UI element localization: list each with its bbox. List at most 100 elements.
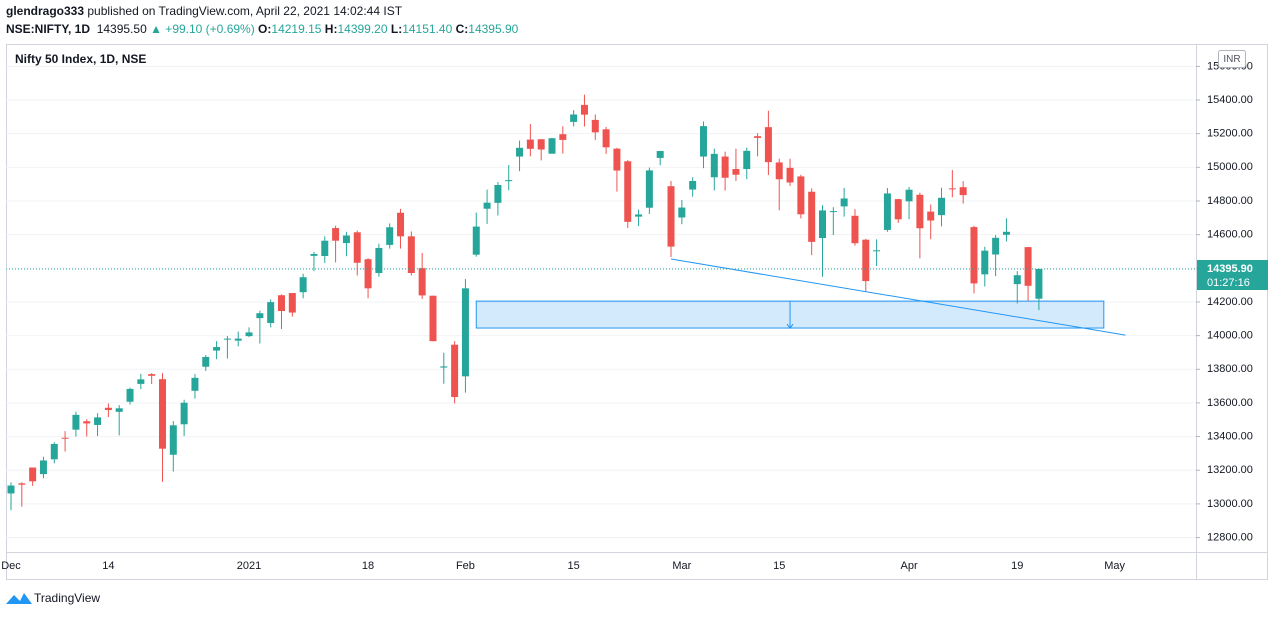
candle-body (407, 236, 415, 274)
candle-body (375, 247, 383, 274)
high: 14399.20 (337, 22, 388, 36)
y-tick-label: 15400.00 (1207, 94, 1253, 106)
y-tick-label: 14200.00 (1207, 296, 1253, 308)
y-tick-label: 14600.00 (1207, 229, 1253, 241)
y-tick-label: 12800.00 (1207, 531, 1253, 543)
candle-body (970, 227, 978, 284)
y-tick-label: 13600.00 (1207, 397, 1253, 409)
candle-body (699, 126, 707, 157)
candle-body (645, 170, 653, 208)
symbol: NSE:NIFTY, 1D (6, 22, 91, 36)
candle-body (862, 239, 870, 282)
candle-body (115, 408, 123, 412)
chart-title: Nifty 50 Index, 1D, NSE (15, 52, 146, 66)
candle-body (213, 347, 221, 351)
candle-body (29, 467, 37, 482)
candle-body (180, 402, 188, 425)
close-label: C: (455, 22, 469, 36)
x-tick-label: Mar (672, 560, 691, 572)
candle-body (83, 421, 91, 424)
candle-body (364, 259, 372, 289)
candle-body (429, 295, 437, 342)
candle-body (829, 211, 837, 213)
candle-body (905, 189, 913, 202)
candle-body (494, 185, 502, 203)
candle-body (451, 344, 459, 398)
x-tick-label: 2021 (237, 560, 261, 572)
candle-body (1002, 231, 1010, 235)
candle-body (851, 215, 859, 244)
last-price-label: 14395.90 (1207, 263, 1253, 275)
candle-body (710, 153, 718, 178)
candle-body (840, 198, 848, 207)
candle-body (61, 437, 69, 439)
candle-body (1024, 247, 1032, 286)
y-tick-label: 14800.00 (1207, 195, 1253, 207)
candle-body (548, 138, 556, 154)
x-tick-label: 18 (362, 560, 374, 572)
candle-body (938, 197, 946, 216)
x-tick-label: 15 (773, 560, 785, 572)
candle-body (721, 156, 729, 178)
low: 14151.40 (402, 22, 453, 36)
candle-body (245, 332, 253, 337)
price-axis: 12800.00 13000.00 13200.00 13400.00 13600.00… (1196, 60, 1253, 543)
y-tick-label: 13800.00 (1207, 363, 1253, 375)
candle-body (537, 139, 545, 150)
candle-body (386, 227, 394, 245)
candle-body (624, 161, 632, 222)
candle-body (223, 338, 231, 340)
candle-body (126, 388, 134, 402)
logo (6, 593, 32, 604)
candle-body (894, 199, 902, 220)
candle-body (602, 129, 610, 148)
candle-body (948, 188, 956, 190)
candle-body (50, 443, 58, 460)
y-tick-label: 13000.00 (1207, 498, 1253, 510)
candle-body (580, 104, 588, 115)
x-tick-label: May (1104, 560, 1125, 572)
candle-body (202, 356, 210, 367)
candle-body (992, 237, 1000, 255)
candle-body (516, 147, 524, 157)
candle-body (1035, 268, 1043, 299)
logo-icon (6, 593, 32, 604)
candle-body (754, 136, 762, 138)
price: 14395.50 (96, 22, 147, 36)
x-tick-label: 14 (102, 560, 114, 572)
candle-body (613, 148, 621, 171)
candle-body (137, 379, 145, 384)
last-price-box (1197, 259, 1268, 290)
trendline (670, 258, 1126, 336)
candle-body (332, 228, 340, 241)
candle-body (656, 151, 664, 158)
candle-body (635, 214, 643, 217)
candle-body (148, 374, 156, 376)
x-tick-label: Feb (456, 560, 475, 572)
candle-body (18, 483, 26, 485)
candle-body (505, 180, 513, 182)
y-tick-label: 14000.00 (1207, 330, 1253, 342)
candle-body (797, 176, 805, 215)
plot-area (6, 65, 1196, 539)
countdown: 01:27:16 (1207, 277, 1250, 289)
candle-body (981, 250, 989, 275)
candle-body (883, 193, 891, 230)
candle-body (526, 139, 534, 149)
range-arrow (786, 301, 794, 329)
y-tick-label: 15200.00 (1207, 128, 1253, 140)
currency: INR (1223, 54, 1240, 65)
candle-body (808, 191, 816, 242)
close: 14395.90 (468, 22, 519, 36)
author: glendrago333 (6, 4, 85, 18)
candle-body (39, 460, 47, 475)
quote-line: NSE:NIFTY, 1D 14395.50 ▲ +99.10 (+0.69%)… (6, 22, 518, 36)
candle-body (786, 167, 794, 183)
currency-box[interactable] (1218, 50, 1246, 68)
x-tick-label: Apr (900, 560, 917, 572)
candle-body (342, 235, 350, 244)
brand: TradingView (34, 591, 100, 605)
x-tick-label: 19 (1011, 560, 1023, 572)
candle-body (169, 425, 177, 455)
published: published on TradingView.com, April 22, … (87, 4, 403, 18)
